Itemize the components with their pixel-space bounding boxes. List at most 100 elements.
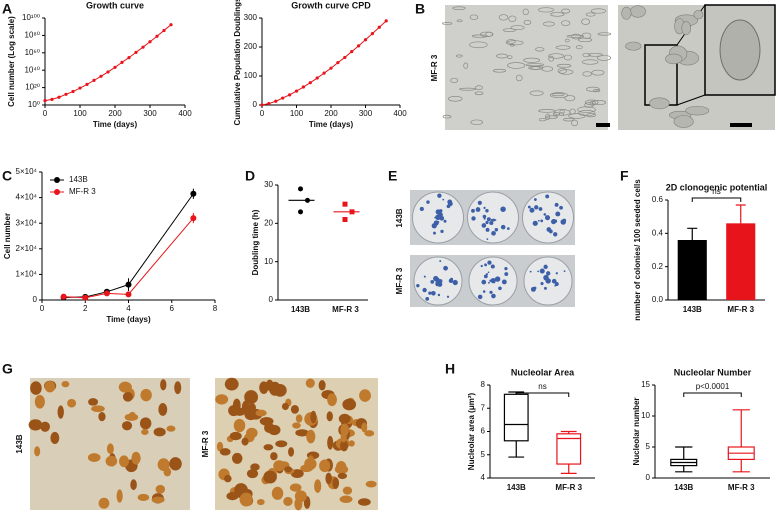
point (85, 82, 89, 86)
colony (489, 290, 493, 294)
cell (590, 8, 607, 14)
nucleus (292, 422, 301, 429)
y-tick-label: 10²⁰ (25, 83, 40, 92)
colony (543, 274, 549, 281)
inset-line (676, 94, 706, 106)
cell (621, 6, 632, 20)
y-axis-label: Cell number (3, 213, 12, 259)
point (308, 81, 312, 85)
point (162, 28, 166, 33)
cell (582, 52, 591, 58)
nucleus (87, 453, 101, 462)
image-label: MF-R 3 (430, 54, 439, 81)
cell (452, 6, 466, 10)
nucleus (284, 466, 293, 473)
nucleus (271, 486, 284, 500)
x-tick-label: 0 (260, 109, 265, 118)
colony (504, 272, 509, 276)
y-tick-label: 10⁸⁰ (25, 31, 40, 40)
nucleus (319, 459, 331, 473)
cell (561, 20, 571, 26)
point (288, 93, 292, 97)
nucleus (314, 479, 322, 493)
y-tick-label: 0 (33, 295, 38, 304)
colony (500, 224, 506, 230)
error-bar (687, 227, 698, 240)
colony (554, 202, 559, 207)
chart-title: Growth curve CPD (291, 0, 371, 10)
cell (535, 47, 545, 52)
cell (509, 43, 515, 47)
point (125, 281, 132, 288)
x-axis-label: Time (days) (93, 120, 138, 129)
x-tick-label: 143B (683, 305, 702, 314)
nucleus (44, 380, 56, 393)
cell (571, 119, 579, 127)
x-tick-label: 143B (674, 483, 693, 492)
point (384, 19, 388, 23)
nucleus (131, 451, 141, 465)
whisker (732, 409, 750, 473)
nucleus (332, 477, 339, 489)
point (43, 99, 47, 103)
colony (551, 278, 557, 284)
nucleus (259, 381, 269, 394)
cell (550, 12, 565, 17)
cell (591, 69, 605, 76)
point (274, 99, 278, 103)
error-bar (735, 204, 746, 224)
colony (483, 217, 486, 220)
cell (553, 109, 571, 116)
nucleus (294, 490, 307, 503)
point (357, 44, 361, 48)
colony (500, 206, 506, 212)
point (106, 70, 110, 74)
cell (508, 15, 517, 22)
colony (490, 264, 495, 269)
y-tick-label: 0.6 (652, 195, 664, 204)
point (134, 50, 138, 54)
colony (493, 281, 496, 284)
point (169, 23, 173, 27)
colony (437, 281, 443, 287)
point (60, 293, 67, 300)
colony (485, 227, 490, 232)
colony (439, 209, 443, 213)
nucleus (290, 404, 299, 414)
nucleus (228, 405, 240, 417)
point (281, 96, 285, 100)
y-tick-label: 0.4 (652, 228, 664, 237)
cell (507, 62, 526, 69)
point (267, 101, 271, 106)
nucleus (275, 440, 288, 448)
chart-title: Growth curve (86, 0, 144, 10)
cell (552, 112, 561, 116)
point (363, 38, 368, 42)
nucleus (342, 486, 353, 495)
colony (475, 207, 481, 212)
nucleus (283, 496, 293, 506)
box (556, 433, 582, 465)
colony (487, 271, 490, 274)
nucleus (248, 403, 256, 413)
cell (505, 40, 524, 46)
cell (450, 77, 459, 83)
cell (471, 34, 488, 38)
colony (442, 198, 445, 201)
x-tick-label: MF-R 3 (727, 305, 754, 314)
nucleus (289, 483, 302, 492)
nucleus (241, 400, 250, 415)
x-tick-label: 143B (291, 305, 310, 314)
colony (480, 264, 483, 268)
colony (559, 205, 563, 210)
chart-title: 2D clonogenic potential (666, 182, 768, 192)
nucleus (337, 472, 348, 480)
nucleus (281, 402, 289, 411)
image-label: 143B (395, 208, 404, 227)
cell (498, 14, 509, 21)
nucleus (91, 405, 105, 413)
colony (433, 220, 439, 226)
nucleus (122, 392, 133, 402)
bracket (683, 392, 742, 397)
y-axis-label: Doubling time (h) (251, 209, 260, 275)
